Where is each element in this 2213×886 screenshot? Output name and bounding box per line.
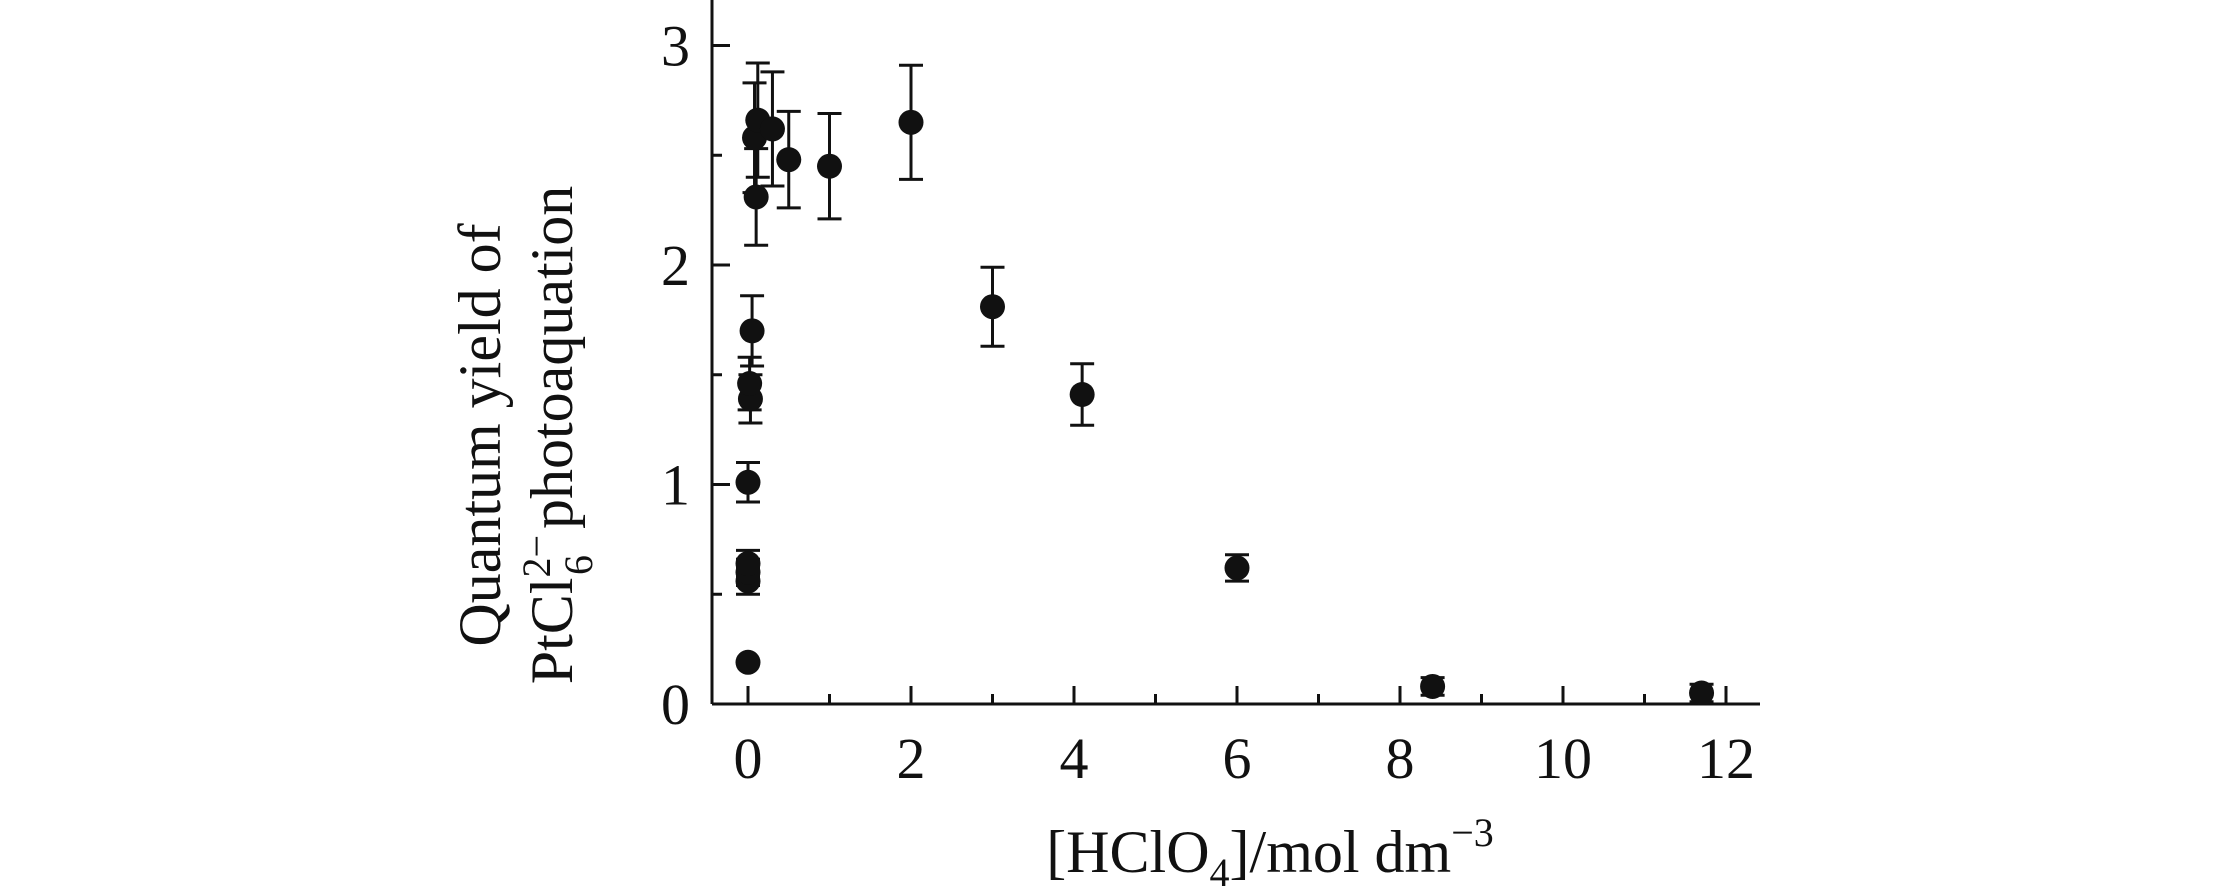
data-point-16 <box>1069 382 1095 408</box>
x-axis-label: [HClO4]/mol dm−3 <box>1046 810 1494 886</box>
y-axis-label-line2: PtCl2−6 photoaquation <box>514 186 601 685</box>
data-point-13 <box>817 153 842 179</box>
x-axis-label-superscript: −3 <box>1451 810 1494 855</box>
data-point-19 <box>1689 680 1715 706</box>
chart-axes <box>710 0 1760 706</box>
data-point-3 <box>735 551 761 577</box>
y-tick-label-2: 2 <box>661 233 690 298</box>
data-point-0 <box>735 649 761 675</box>
data-point-17 <box>1224 555 1250 581</box>
y-axis-label-prefix: PtCl <box>519 578 585 685</box>
data-point-12 <box>776 147 802 173</box>
y-tick-label-1: 1 <box>661 453 690 518</box>
y-axis-label-superscript: 2− <box>514 535 559 578</box>
x-tick-label-12: 12 <box>1697 726 1755 791</box>
data-point-11 <box>759 116 785 142</box>
data-point-8 <box>743 184 769 210</box>
data-point-7 <box>739 318 765 344</box>
x-axis-label-subscript: 4 <box>1210 850 1230 886</box>
x-tick-label-6: 6 <box>1223 726 1252 791</box>
y-tick-label-3: 3 <box>661 14 690 79</box>
data-point-18 <box>1420 673 1446 699</box>
y-axis-label-subscript: 6 <box>556 555 601 575</box>
chart-error-bars <box>736 61 1714 704</box>
y-axis-label-suffix: photoaquation <box>519 186 585 529</box>
x-tick-label-0: 0 <box>734 726 763 791</box>
data-point-15 <box>980 294 1005 320</box>
x-tick-label-4: 4 <box>1060 726 1089 791</box>
x-axis-label-prefix: [HClO <box>1046 819 1209 885</box>
chart-points <box>735 107 1715 706</box>
y-axis-label-line1: Quantum yield of <box>447 223 513 646</box>
y-tick-label-0: 0 <box>661 672 690 737</box>
x-axis-label-middle: ]/mol dm <box>1230 819 1452 885</box>
y-axis-label: Quantum yield of PtCl2−6 photoaquation <box>447 186 601 685</box>
x-tick-label-2: 2 <box>897 726 926 791</box>
x-tick-label-10: 10 <box>1534 726 1592 791</box>
x-tick-label-8: 8 <box>1386 726 1415 791</box>
data-point-14 <box>898 109 924 135</box>
data-point-6 <box>737 371 763 397</box>
data-point-4 <box>735 469 761 495</box>
